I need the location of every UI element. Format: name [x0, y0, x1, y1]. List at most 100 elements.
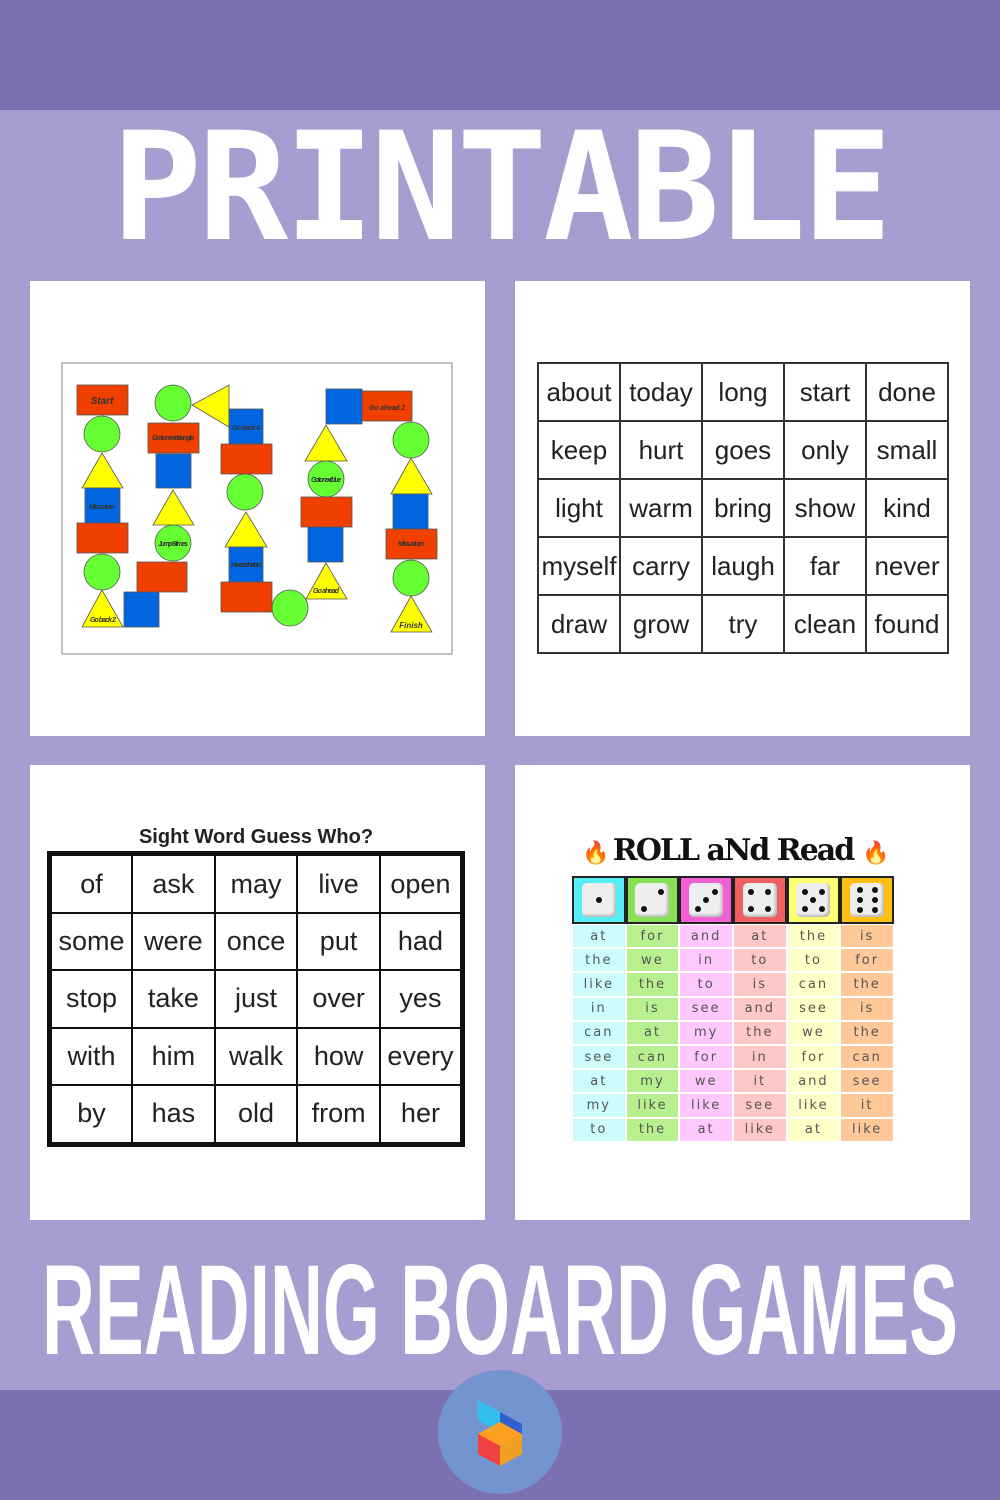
word-cell: bring	[701, 478, 785, 538]
board-label-jump-6: Jump 6 times	[158, 541, 188, 548]
word-cell: try	[701, 594, 785, 654]
grid-row: of ask may live open	[48, 852, 464, 915]
guess-who-title: Sight Word Guess Who?	[138, 826, 374, 848]
word-cell: laugh	[701, 536, 785, 596]
word-cell: light	[537, 478, 621, 538]
word-cell: warm	[619, 478, 703, 538]
word-cell: found	[865, 594, 949, 654]
word-cell: from	[296, 1083, 381, 1146]
word-cell: at	[786, 1117, 841, 1142]
word-cell: were	[131, 912, 216, 972]
board-label-go-back-2: Go back 2	[90, 617, 116, 624]
die-header	[840, 876, 894, 924]
word-cell: myself	[537, 536, 621, 596]
word-cell: the	[786, 924, 841, 949]
title-reading-board-games-text: READING BOARD GAMES	[42, 1250, 958, 1365]
word-cell: like	[679, 1093, 733, 1118]
word-cell: ask	[131, 852, 216, 915]
word-cell: is	[840, 924, 894, 949]
word-cell: live	[296, 852, 381, 915]
word-cell: to	[786, 948, 841, 973]
word-cell: like	[572, 972, 626, 997]
title-reading-board-games: READING BOARD GAMES	[42, 1250, 958, 1365]
word-cell: today	[619, 362, 703, 422]
word-cell: can	[786, 972, 841, 997]
word-cell: small	[865, 420, 949, 480]
word-cell: see	[679, 996, 733, 1021]
word-cell: the	[840, 972, 894, 997]
grid-row: with him walk how every	[48, 1026, 464, 1086]
word-cell: at	[625, 1020, 680, 1045]
board-label-finish: Finish	[399, 621, 423, 630]
board-label-start: Start	[91, 396, 114, 407]
word-cell: at	[732, 924, 787, 949]
word-grid: about today long start done keep hurt goes only s…	[537, 362, 949, 654]
word-cell: every	[378, 1026, 464, 1086]
word-cell: and	[732, 996, 787, 1021]
word-cell: grow	[619, 594, 703, 654]
word-cell: can	[625, 1044, 680, 1070]
word-cell: hurt	[619, 420, 703, 480]
grid-row: by has old from her	[48, 1083, 464, 1146]
grid-row: some were once put had	[48, 912, 464, 972]
word-cell: is	[625, 996, 680, 1021]
die-header	[625, 876, 680, 924]
word-cell: it	[732, 1069, 787, 1094]
die-face-5-icon	[796, 883, 831, 917]
word-cell: like	[625, 1093, 680, 1118]
word-cell: some	[48, 912, 134, 972]
die-face-2-icon	[635, 883, 670, 917]
word-cell: far	[783, 536, 867, 596]
word-cell: about	[537, 362, 621, 422]
grid-row: myself carry laugh far never	[537, 536, 949, 596]
word-cell: we	[625, 948, 680, 973]
die-header	[679, 876, 733, 924]
word-cell: at	[679, 1117, 733, 1142]
word-cell: can	[572, 1020, 626, 1045]
word-cell: start	[783, 362, 867, 422]
word-cell: put	[296, 912, 381, 972]
word-cell: can	[840, 1044, 894, 1070]
grid-row: light warm bring show kind	[537, 478, 949, 538]
word-cell: is	[732, 972, 787, 997]
word-cell: open	[378, 852, 464, 915]
board-label-go-ahead-2: Go ahead 2	[369, 405, 405, 412]
board-label-miss-a-turn: Miss a turn	[89, 504, 115, 511]
word-cell: for	[840, 948, 894, 973]
flaming-die-icon: 🔥	[862, 840, 890, 865]
grid-row: about today long start done	[537, 362, 949, 422]
logo	[438, 1370, 562, 1494]
word-cell: like	[840, 1117, 894, 1142]
word-cell: kind	[865, 478, 949, 538]
word-cell: only	[783, 420, 867, 480]
top-band	[0, 0, 1000, 110]
board-label-next-blue: Go to next blue	[311, 477, 341, 484]
title-printable: PRINTABLE	[111, 101, 893, 275]
word-cell: in	[679, 948, 733, 973]
word-cell: goes	[701, 420, 785, 480]
word-cell: like	[786, 1093, 841, 1118]
word-cell: her	[378, 1083, 464, 1146]
roll-and-read-table: at for and at the is the we in to to for like the to is…	[572, 876, 894, 1142]
word-cell: had	[378, 912, 464, 972]
word-cell: keep	[537, 420, 621, 480]
word-cell: it	[840, 1093, 894, 1118]
word-cell: my	[679, 1020, 733, 1045]
board-label-go-ahead: Go ahead	[313, 588, 340, 595]
word-cell: see	[786, 996, 841, 1021]
word-cell: the	[625, 972, 680, 997]
word-cell: to	[572, 1117, 626, 1142]
word-cell: in	[732, 1044, 787, 1070]
word-cell: see	[840, 1069, 894, 1094]
word-cell: how	[296, 1026, 381, 1086]
roll-and-read-title: ROLL aNd Read	[612, 833, 855, 868]
word-cell: and	[786, 1069, 841, 1094]
word-cell: may	[213, 852, 299, 915]
die-face-1-icon	[581, 883, 616, 917]
word-cell: old	[213, 1083, 299, 1146]
word-cell: we	[786, 1020, 841, 1045]
guess-who-grid: of ask may live open some were once put had stop ta…	[47, 851, 465, 1147]
word-cell: the	[840, 1020, 894, 1045]
word-cell: done	[865, 362, 949, 422]
board-game: Start Miss a turn Go back 2 Jump 6 times…	[61, 362, 453, 655]
